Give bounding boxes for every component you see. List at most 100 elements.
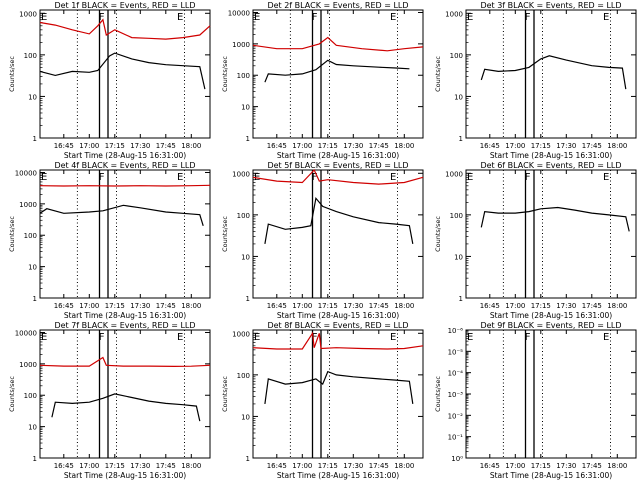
x-tick-label: 18:00 [607, 142, 627, 150]
interval-marker-label: F [312, 332, 318, 343]
interval-marker-label: E [467, 172, 473, 183]
x-tick-label: 17:00 [79, 462, 99, 470]
chart-title: Det 5f BLACK = Events, RED = LLD [267, 161, 408, 170]
x-tick-label: 18:00 [181, 142, 201, 150]
event-rate-line [39, 52, 206, 90]
event-rate-line [264, 370, 414, 404]
chart-panel: Det 3f BLACK = Events, RED = LLD 1 10 100 10… [434, 1, 637, 160]
interval-marker-label: E [41, 332, 47, 343]
x-tick-label: 17:30 [556, 462, 576, 470]
y-tick-label: 100 [450, 52, 463, 60]
chart-panel: Det 2f BLACK = Events, RED = LLD 1 10 100 10… [221, 1, 424, 160]
interval-marker-label: F [99, 172, 105, 183]
interval-marker-label: E [254, 332, 260, 343]
x-tick-label: 17:30 [343, 302, 363, 310]
lld-rate-line [252, 168, 424, 185]
x-tick-label: 16:45 [480, 142, 500, 150]
x-tick-label: 16:45 [267, 142, 287, 150]
x-tick-label: 17:15 [318, 302, 338, 310]
y-tick-label: 1000 [232, 41, 250, 49]
plot-frame [39, 169, 211, 299]
y-tick-label: 10⁻³ [448, 391, 464, 399]
x-tick-label: 18:00 [607, 462, 627, 470]
y-tick-label: 100 [450, 212, 463, 220]
y-tick-label: 1 [33, 455, 37, 463]
chart-title: Det 1f BLACK = Events, RED = LLD [54, 1, 195, 10]
y-tick-label: 10⁻¹ [448, 434, 464, 442]
x-tick-label: 17:15 [531, 462, 551, 470]
event-rate-line [264, 59, 410, 83]
y-tick-label: 100 [24, 232, 37, 240]
event-rate-line [51, 393, 201, 422]
x-tick-label: 17:15 [318, 142, 338, 150]
chart-panel: Det 4f BLACK = Events, RED = LLD 1 10 100 10… [8, 161, 211, 320]
x-axis-label: Start Time (28-Aug-15 16:31:00) [64, 311, 186, 320]
y-tick-label: 10 [241, 104, 250, 112]
y-tick-label: 10 [454, 93, 463, 101]
x-axis-label: Start Time (28-Aug-15 16:31:00) [277, 471, 399, 480]
lld-rate-line [39, 18, 211, 40]
y-tick-label: 10⁰ [451, 455, 463, 463]
interval-marker-label: F [525, 172, 531, 183]
chart-title: Det 3f BLACK = Events, RED = LLD [480, 1, 621, 10]
x-tick-label: 17:30 [343, 462, 363, 470]
interval-marker-label: E [390, 332, 396, 343]
x-tick-label: 17:30 [343, 142, 363, 150]
y-axis-label: Counts/sec [221, 56, 229, 92]
interval-marker-label: E [603, 12, 609, 23]
x-tick-label: 18:00 [394, 142, 414, 150]
x-tick-label: 17:45 [582, 142, 602, 150]
chart-panel: Det 6f BLACK = Events, RED = LLD 1 10 100 10… [434, 161, 637, 320]
y-axis-label: Counts/sec [8, 376, 16, 412]
plot-frame [465, 169, 637, 299]
chart-title: Det 9f BLACK = Events, RED = LLD [480, 321, 621, 330]
interval-marker-label: E [177, 12, 183, 23]
y-tick-label: 100 [24, 392, 37, 400]
x-tick-label: 18:00 [394, 302, 414, 310]
event-rate-line [39, 204, 204, 226]
x-tick-label: 17:15 [531, 142, 551, 150]
plot-frame [252, 169, 424, 299]
lld-rate-line [39, 356, 211, 368]
x-tick-label: 17:15 [105, 142, 125, 150]
lld-rate-line [252, 36, 424, 52]
interval-marker-label: F [99, 332, 105, 343]
x-tick-label: 17:45 [369, 142, 389, 150]
lld-rate-line [39, 184, 211, 187]
plot-frame [39, 329, 211, 459]
interval-marker-label: E [177, 172, 183, 183]
x-tick-label: 16:45 [480, 462, 500, 470]
lld-rate-line [252, 331, 424, 350]
x-tick-label: 17:30 [556, 142, 576, 150]
x-tick-label: 17:45 [156, 302, 176, 310]
chart-panel: Det 8f BLACK = Events, RED = LLD 1 10 100 10… [221, 321, 424, 480]
x-tick-label: 17:00 [505, 142, 525, 150]
x-tick-label: 17:45 [582, 462, 602, 470]
y-tick-label: 100 [237, 372, 250, 380]
y-tick-label: 10 [241, 413, 250, 421]
y-tick-label: 1000 [232, 330, 250, 338]
chart-title: Det 7f BLACK = Events, RED = LLD [54, 321, 195, 330]
y-tick-label: 1000 [445, 10, 463, 18]
chart-title: Det 8f BLACK = Events, RED = LLD [267, 321, 408, 330]
chart-panel: Det 5f BLACK = Events, RED = LLD 1 10 100 10… [221, 161, 424, 320]
y-axis-label: Counts/sec [221, 216, 229, 252]
y-tick-label: 10000 [15, 169, 37, 177]
y-tick-label: 1 [246, 455, 250, 463]
plot-frame [252, 329, 424, 459]
x-tick-label: 17:45 [156, 462, 176, 470]
x-tick-label: 18:00 [394, 462, 414, 470]
y-tick-label: 1000 [232, 170, 250, 178]
x-axis-label: Start Time (28-Aug-15 16:31:00) [277, 311, 399, 320]
interval-marker-label: F [312, 12, 318, 23]
x-tick-label: 17:30 [130, 302, 150, 310]
chart-title: Det 4f BLACK = Events, RED = LLD [54, 161, 195, 170]
x-tick-label: 18:00 [181, 302, 201, 310]
x-tick-label: 17:00 [505, 302, 525, 310]
x-tick-label: 17:00 [292, 462, 312, 470]
event-rate-line [480, 55, 627, 90]
x-tick-label: 17:45 [369, 302, 389, 310]
x-axis-label: Start Time (28-Aug-15 16:31:00) [277, 151, 399, 160]
plot-frame [252, 9, 424, 139]
